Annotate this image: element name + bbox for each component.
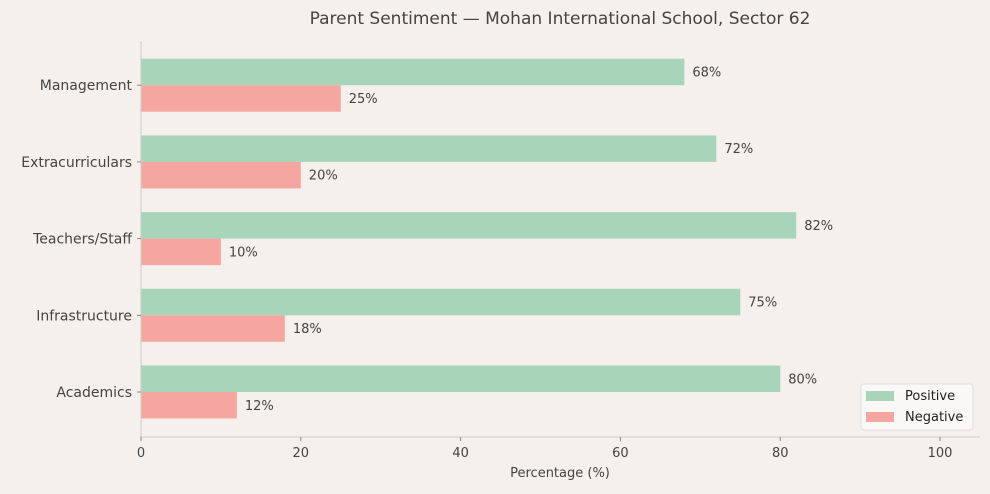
- legend: Positive Negative: [860, 383, 974, 431]
- bar-negative-management: [141, 85, 341, 112]
- data-label: 18%: [293, 322, 322, 337]
- x-tick-label: 40: [452, 446, 469, 461]
- bar-positive-infrastructure: [141, 288, 741, 316]
- bar-negative-extracurriculars: [141, 161, 301, 189]
- legend-swatch-negative: [866, 412, 894, 422]
- data-label: 80%: [788, 372, 817, 387]
- bar-positive-management: [141, 58, 685, 86]
- data-label: 82%: [804, 219, 833, 234]
- y-tick-label: Infrastructure: [36, 308, 132, 324]
- x-tick-label: 0: [137, 446, 145, 461]
- data-label: 10%: [229, 245, 258, 260]
- x-tick-label: 80: [772, 446, 789, 461]
- data-label: 12%: [245, 399, 274, 414]
- legend-label-negative: Negative: [905, 410, 963, 425]
- data-label: 75%: [748, 296, 777, 311]
- legend-swatch-positive: [866, 391, 894, 401]
- y-tick-label: Academics: [56, 385, 132, 401]
- chart-title: Parent Sentiment — Mohan International S…: [310, 9, 811, 29]
- bar-positive-teachers-staff: [141, 212, 797, 239]
- x-axis-label: Percentage (%): [510, 466, 610, 481]
- x-tick-label: 100: [928, 446, 953, 461]
- data-label: 25%: [349, 92, 378, 107]
- data-label: 20%: [309, 169, 338, 184]
- bar-negative-teachers-staff: [141, 238, 221, 266]
- y-tick-label: Teachers/Staff: [32, 232, 132, 248]
- x-tick-label: 60: [612, 446, 629, 461]
- bar-negative-infrastructure: [141, 315, 285, 342]
- y-tick-label: Management: [40, 78, 133, 94]
- bar-positive-academics: [141, 365, 781, 392]
- bar-negative-academics: [141, 392, 237, 419]
- x-tick-label: 20: [293, 446, 310, 461]
- y-tick-label: Extracurriculars: [21, 155, 132, 171]
- bar-positive-extracurriculars: [141, 135, 717, 162]
- legend-label-positive: Positive: [905, 389, 955, 404]
- data-label: 68%: [692, 65, 721, 80]
- data-label: 72%: [724, 142, 753, 157]
